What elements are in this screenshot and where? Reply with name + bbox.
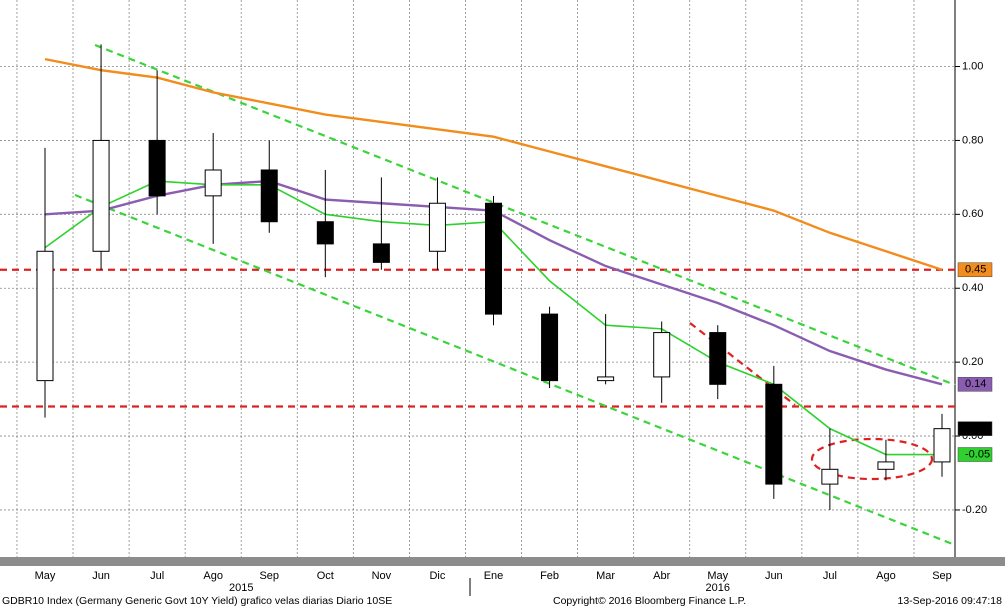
- last-value-label: 0.14: [965, 378, 986, 390]
- y-tick-label: 0.40: [962, 282, 983, 294]
- x-tick-label: Jul: [823, 570, 837, 582]
- axis-band: [0, 557, 1005, 566]
- last-value-label: 0.02: [965, 423, 986, 435]
- trend-line: [94, 43, 956, 387]
- last-value-label: 0.45: [965, 264, 986, 276]
- footer-right: 13-Sep-2016 09:47:18: [897, 595, 1002, 607]
- moving-average: [44, 57, 943, 271]
- y-tick-label: 0.60: [962, 208, 983, 220]
- x-tick-label: Mar: [596, 570, 615, 582]
- last-value-box: [957, 447, 993, 462]
- candle-body: [485, 202, 502, 315]
- y-tick-label: 0.20: [962, 356, 983, 368]
- y-tick-label: 1.00: [962, 60, 983, 72]
- candle-body: [821, 468, 839, 485]
- candle-body: [148, 139, 166, 197]
- last-value-label: -0.05: [965, 448, 990, 460]
- x-tick-label: Nov: [372, 570, 392, 582]
- last-value-box: [957, 377, 993, 392]
- year-label: 2016: [706, 582, 730, 594]
- footer-left: GDBR10 Index (Germany Generic Govt 10Y Y…: [2, 595, 392, 607]
- highlight-ellipse: [810, 437, 934, 481]
- x-tick-label: May: [707, 570, 728, 582]
- x-tick-label: Ago: [203, 570, 223, 582]
- candle-body: [428, 202, 446, 252]
- x-tick-label: Sep: [932, 570, 952, 582]
- x-tick-label: Ago: [876, 570, 896, 582]
- candle-body: [541, 313, 559, 382]
- x-tick-label: Ene: [484, 570, 504, 582]
- candle-body: [877, 461, 895, 470]
- x-tick-label: Jul: [150, 570, 164, 582]
- candle-body: [653, 332, 671, 378]
- plot-area: [0, 0, 955, 558]
- x-tick-label: May: [35, 570, 56, 582]
- candle-body: [260, 169, 278, 223]
- y-tick-label: 0.80: [962, 134, 983, 146]
- x-tick-label: Jun: [765, 570, 783, 582]
- last-value-box: [957, 262, 993, 278]
- footer-center: Copyright© 2016 Bloomberg Finance L.P.: [553, 595, 746, 607]
- x-tick-label: Jun: [92, 570, 110, 582]
- x-tick-label: Abr: [653, 570, 670, 582]
- candle-body: [372, 243, 390, 263]
- candle-body: [36, 250, 54, 382]
- candle-body: [92, 139, 110, 252]
- x-tick-label: Dic: [429, 570, 445, 582]
- trend-line: [74, 193, 956, 547]
- x-tick-label: Feb: [540, 570, 559, 582]
- candle-body: [597, 376, 615, 382]
- candle-body: [709, 332, 727, 385]
- last-value-box: [957, 421, 993, 436]
- candle-body: [204, 169, 222, 197]
- y-tick-label: -0.20: [962, 504, 987, 516]
- x-tick-label: Sep: [259, 570, 279, 582]
- year-label: 2015: [229, 582, 253, 594]
- candle-body: [765, 383, 783, 485]
- candle-body: [316, 221, 334, 245]
- x-tick-label: Oct: [317, 570, 334, 582]
- candle-body: [933, 428, 951, 463]
